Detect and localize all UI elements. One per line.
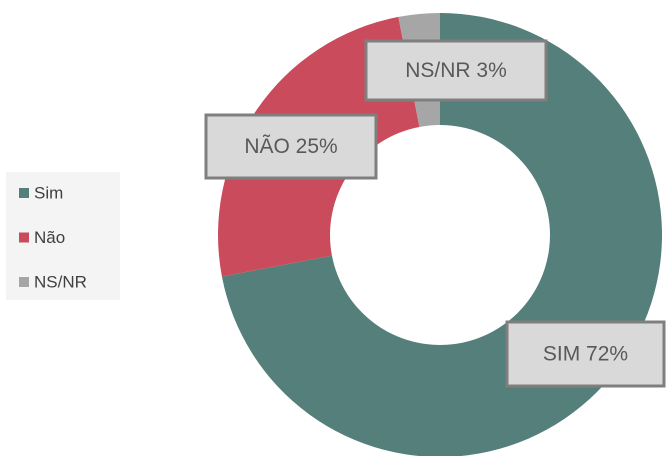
data-label-box <box>204 113 378 180</box>
legend-label: Não <box>34 228 65 247</box>
legend-label: Sim <box>34 183 63 202</box>
data-label: SIM 72% <box>543 343 628 366</box>
legend-label: NS/NR <box>34 272 87 291</box>
data-label: NS/NR 3% <box>405 59 507 82</box>
legend-swatch <box>19 232 29 243</box>
data-label: NÃO 25% <box>244 134 337 158</box>
data-label-box <box>364 39 548 102</box>
data-label-box <box>505 320 666 388</box>
legend-swatch <box>19 188 29 198</box>
legend-swatch <box>19 277 29 287</box>
